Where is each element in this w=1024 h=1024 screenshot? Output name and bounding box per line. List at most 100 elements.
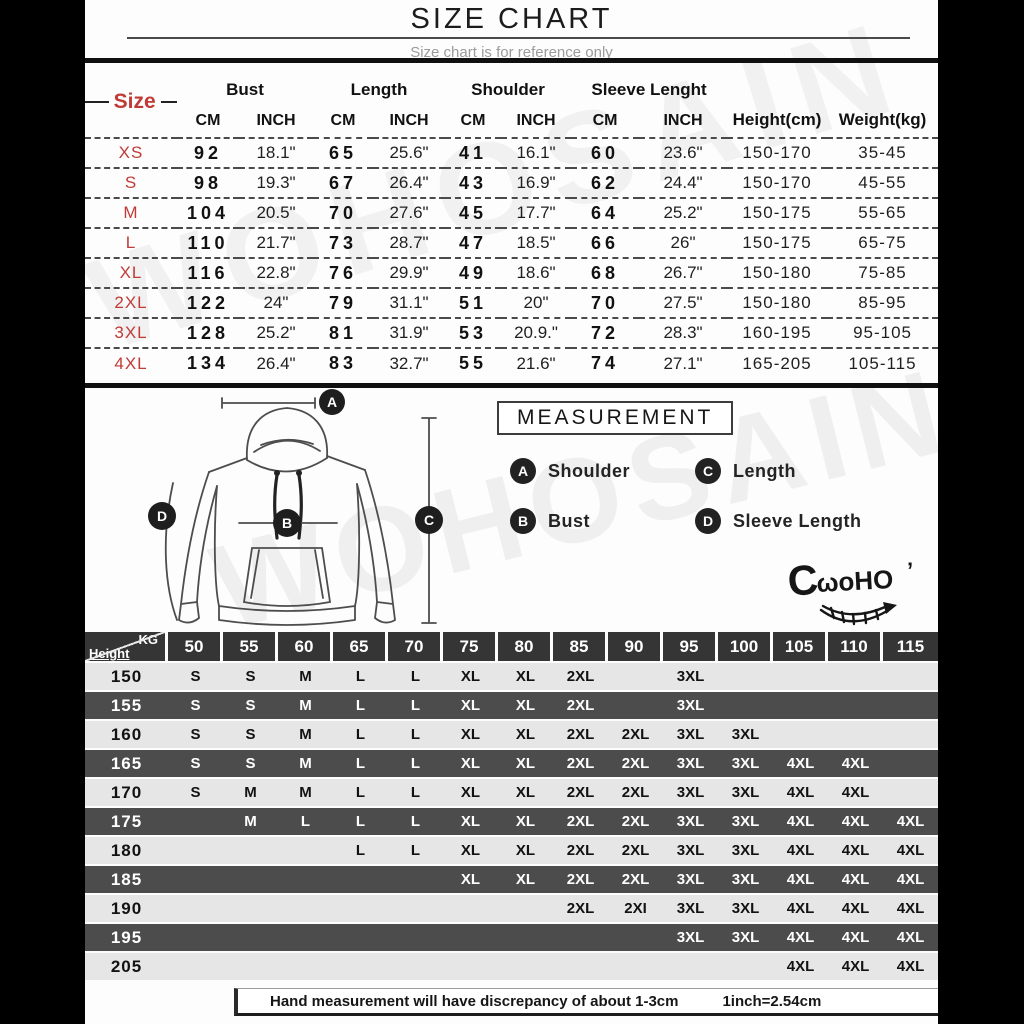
fit-cell: L (410, 784, 421, 801)
fit-cell: 3XL (676, 871, 705, 888)
size-row: 3XL 128 25.2" 81 31.9" 53 20.9." 72 28.3" 160-195… (85, 317, 939, 348)
fit-cell (223, 924, 278, 951)
height-label: 205 (110, 956, 143, 976)
legend-badge-a: A (510, 458, 536, 484)
size-value: 67 (313, 167, 373, 198)
size-value: 31.1" (373, 287, 445, 318)
size-row: XL 116 22.8" 76 29.9" 49 18.6" 68 26.7" 150-180 75… (85, 257, 939, 288)
size-value: 70 (313, 197, 373, 228)
fit-cell (553, 924, 608, 951)
size-value: 65 (313, 137, 373, 168)
fit-row-195: 195 3XL 3XL 4XL 4XL 4XL (85, 924, 938, 951)
weight-column-header: 110 (828, 632, 883, 661)
size-value: 74 (571, 347, 640, 378)
fit-cell (883, 692, 938, 719)
fit-row-180: 180 L L XL XL 2XL 2XL 3XL 3XL 4XL 4XL 4XL (85, 837, 938, 864)
fit-cell (663, 953, 718, 980)
fit-cell (608, 953, 663, 980)
legend-badge-c: C (695, 458, 721, 484)
fit-cell (773, 692, 828, 719)
logo-grin (819, 604, 889, 626)
fit-cell: L (410, 813, 421, 830)
fit-cell: L (410, 697, 421, 714)
size-value: 98 (177, 167, 239, 198)
height-label: 180 (110, 840, 143, 860)
size-value: 150-180 (727, 287, 828, 318)
height-label: 185 (110, 869, 143, 889)
fit-cell: 3XL (676, 784, 705, 801)
fit-row-165: 165 S S M L L XL XL 2XL 2XL 3XL 3XL 4XL 4XL (85, 750, 938, 777)
weight-column-header: 105 (773, 632, 828, 661)
size-value: 26.4" (373, 167, 445, 198)
fit-cell (443, 953, 498, 980)
size-value: 35-45 (827, 137, 939, 168)
fit-cell: 4XL (841, 755, 870, 772)
fit-cell: 4XL (786, 929, 815, 946)
drawstrings (273, 473, 303, 540)
fit-cell: XL (515, 697, 536, 714)
fit-cell: 3XL (731, 842, 760, 859)
size-value: 76 (313, 257, 373, 288)
fit-cell (278, 924, 333, 951)
unit-header: INCH (256, 111, 296, 129)
fit-cell (333, 895, 388, 922)
fit-cell: XL (515, 784, 536, 801)
fit-cell: L (410, 755, 421, 772)
size-value: 116 (177, 257, 239, 288)
fit-cell: XL (515, 871, 536, 888)
size-value: 79 (313, 287, 373, 318)
svg-text:ωoHO: ωoHO (816, 564, 894, 598)
fit-cell (168, 808, 223, 835)
fit-cell (388, 953, 443, 980)
col-header-bust: Bust (226, 80, 264, 99)
fit-cell: 4XL (786, 900, 815, 917)
size-label: M (85, 197, 177, 228)
fit-cell (223, 866, 278, 893)
size-value: 26.4" (239, 347, 313, 378)
fit-cell: 3XL (731, 726, 760, 743)
diagram-badge-c: C (415, 506, 443, 534)
svg-text:’: ’ (907, 558, 913, 583)
fit-cell: L (410, 842, 421, 859)
col-header-shoulder: Shoulder (471, 80, 545, 99)
size-value: 60 (571, 137, 640, 168)
fit-cell: 4XL (896, 813, 925, 830)
fit-cell: 3XL (676, 929, 705, 946)
corner-height-label: Height (89, 646, 130, 661)
fit-cell: M (299, 697, 312, 714)
fit-corner-cell: KG Height (85, 632, 168, 661)
fit-row-160: 160 S S M L L XL XL 2XL 2XL 3XL 3XL (85, 721, 938, 748)
fit-cell: S (245, 668, 256, 685)
unit-header: CM (592, 111, 618, 129)
height-label: 165 (110, 753, 143, 773)
fit-cell (773, 721, 828, 748)
weight-column-header: 95 (663, 632, 718, 661)
size-value: 27.5" (639, 287, 728, 318)
fit-cell (388, 895, 443, 922)
brand-logo-text: C (786, 556, 820, 605)
fit-cell: L (355, 842, 366, 859)
fit-cell (883, 663, 938, 690)
fit-cell (498, 924, 553, 951)
size-label: L (85, 227, 177, 258)
fit-cell: 3XL (676, 755, 705, 772)
size-row: M 104 20.5" 70 27.6" 45 17.7" 64 25.2" 150-175 55-… (85, 197, 939, 228)
size-value: 25.2" (639, 197, 728, 228)
svg-text:A: A (327, 394, 337, 410)
fit-cell: 2XI (624, 900, 647, 917)
measurement-legend: A Shoulder C Length B Bust D Sleeve Length (510, 446, 930, 546)
size-table-body: XS 92 18.1" 65 25.6" 41 16.1" 60 23.6" 150-170 35-… (85, 137, 939, 378)
fit-cell: 2XL (621, 726, 650, 743)
footer-note-box: Hand measurement will have discrepancy o… (234, 988, 938, 1016)
fit-cell (883, 779, 938, 806)
fit-cell: XL (460, 784, 481, 801)
fit-cell (388, 924, 443, 951)
legend-label: Bust (548, 510, 590, 531)
content-panel: WOHOSAIN WOHOSAIN WOHOSAIN SIZE CHART Si… (72, 0, 963, 1024)
fit-cell (553, 953, 608, 980)
size-value: 32.7" (373, 347, 445, 378)
size-value: 23.6" (639, 137, 728, 168)
size-value: 62 (571, 167, 640, 198)
col-header-weight: Weight(kg) (838, 110, 927, 129)
fit-cell: L (355, 668, 366, 685)
